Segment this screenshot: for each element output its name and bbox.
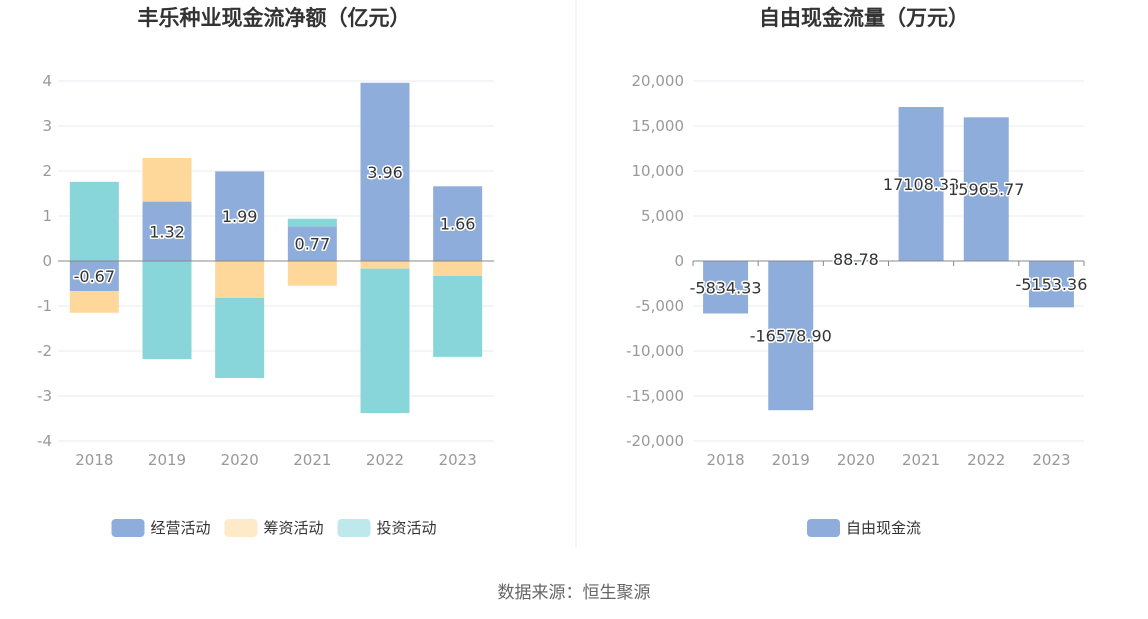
bar-financing (69, 291, 119, 313)
legend-item: 经营活动 (111, 519, 211, 537)
x-tick-label: 2019 (772, 451, 810, 469)
x-tick-label: 2021 (902, 451, 940, 469)
data-label: 1.66 (440, 215, 476, 234)
data-source-note: 数据来源：恒生聚源 (498, 583, 651, 603)
y-tick-label: 0 (42, 252, 52, 270)
y-tick-label: -15,000 (626, 387, 684, 405)
data-label: 88.78 (833, 250, 879, 269)
bar-investing (69, 181, 119, 261)
legend-label: 经营活动 (151, 519, 211, 537)
bar-free_cash_flow (1028, 261, 1074, 308)
x-tick-label: 2020 (221, 451, 259, 469)
bar-financing (142, 157, 192, 202)
x-tick-label: 2023 (439, 451, 477, 469)
x-tick-label: 2019 (148, 451, 186, 469)
y-tick-label: -20,000 (626, 432, 684, 450)
y-tick-label: -4 (37, 432, 52, 450)
bar-financing (287, 261, 337, 286)
data-label: -0.67 (74, 267, 115, 286)
y-tick-label: 15,000 (632, 117, 685, 135)
legend-label: 筹资活动 (264, 519, 324, 537)
chart-title: 丰乐种业现金流净额（亿元） (138, 6, 411, 30)
bar-investing (360, 268, 410, 414)
y-tick-label: -10,000 (626, 342, 684, 360)
legend-item: 自由现金流 (807, 519, 921, 537)
x-tick-label: 2023 (1032, 451, 1070, 469)
bar-investing (433, 275, 483, 357)
y-tick-label: 0 (674, 252, 684, 270)
y-tick-label: 20,000 (632, 72, 685, 90)
legend-swatch (337, 519, 371, 537)
data-label: -16578.90 (750, 327, 832, 346)
y-tick-label: -5,000 (636, 297, 684, 315)
bar-operating (142, 201, 192, 261)
bar-free_cash_flow (703, 261, 749, 314)
legend-label: 投资活动 (377, 519, 437, 537)
data-label: -5834.33 (690, 278, 762, 297)
data-label: 17108.33 (883, 175, 959, 194)
y-tick-label: -3 (37, 387, 52, 405)
x-tick-label: 2018 (75, 451, 113, 469)
bar-operating (287, 226, 337, 261)
y-tick-label: 3 (42, 117, 52, 135)
data-label: 1.99 (222, 207, 258, 226)
bar-free_cash_flow (963, 117, 1009, 261)
legend-swatch (224, 519, 258, 537)
legend-swatch (111, 519, 145, 537)
x-tick-label: 2020 (837, 451, 875, 469)
bar-investing (142, 261, 192, 360)
data-label: 3.96 (367, 163, 403, 182)
bar-operating (215, 171, 265, 261)
bar-free_cash_flow (898, 107, 944, 262)
x-tick-label: 2022 (366, 451, 404, 469)
bar-financing (433, 261, 483, 276)
y-tick-label: -1 (37, 297, 52, 315)
x-tick-label: 2021 (293, 451, 331, 469)
data-label: 15965.77 (948, 180, 1024, 199)
data-label: 0.77 (295, 235, 331, 254)
y-tick-label: -2 (37, 342, 52, 360)
bar-investing (287, 218, 337, 227)
y-tick-label: 4 (42, 72, 52, 90)
bar-operating (360, 82, 410, 261)
bar-free_cash_flow (768, 261, 814, 411)
bar-operating (69, 261, 119, 292)
legend-swatch (807, 519, 840, 537)
x-tick-label: 2018 (706, 451, 744, 469)
bar-financing (360, 261, 410, 269)
data-label: -5153.36 (1015, 275, 1087, 294)
chart-title: 自由现金流量（万元） (759, 6, 969, 30)
legend-item: 投资活动 (337, 519, 437, 537)
y-tick-label: 10,000 (632, 162, 685, 180)
bar-investing (215, 297, 265, 378)
cash-flow-net-chart: 丰乐种业现金流净额（亿元） -4 -3 -2 -1 0 1 2 3 4 2018 2019 2020 20… (37, 6, 494, 537)
y-tick-label: 5,000 (641, 207, 684, 225)
y-tick-label: 1 (42, 207, 52, 225)
free-cash-flow-chart: 自由现金流量（万元） -20,000 -15,000 -10,000 -5,000 0 5,… (626, 6, 1089, 537)
y-tick-label: 2 (42, 162, 52, 180)
data-label: 1.32 (149, 222, 185, 241)
x-tick-label: 2022 (967, 451, 1005, 469)
bar-financing (215, 261, 265, 298)
bar-operating (433, 186, 483, 261)
legend-label: 自由现金流 (846, 519, 921, 537)
legend-item: 筹资活动 (224, 519, 324, 537)
